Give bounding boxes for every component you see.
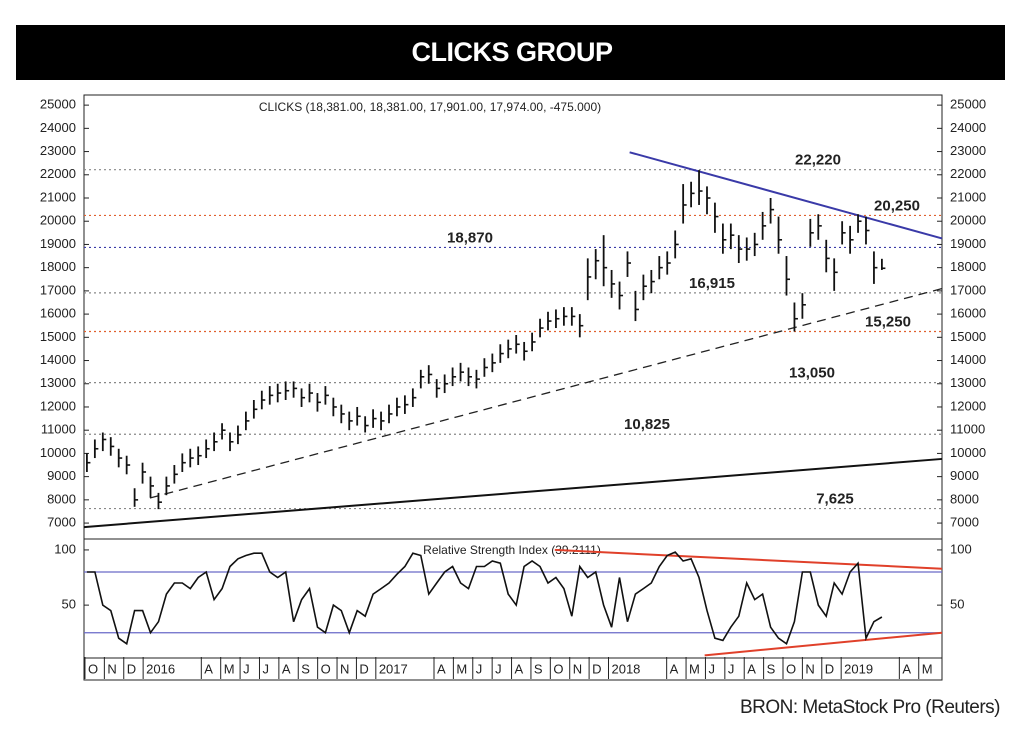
y2-tick-label: 15000 <box>950 329 986 344</box>
x-tick-label: A <box>902 661 911 676</box>
trend-line <box>83 457 943 529</box>
y-tick-label: 24000 <box>40 120 76 135</box>
x-tick-label: J <box>495 661 502 676</box>
x-tick-label: 2016 <box>146 661 175 676</box>
y-tick-label: 100 <box>54 541 76 556</box>
x-tick-label: A <box>282 661 291 676</box>
y-tick-label: 11000 <box>41 422 76 437</box>
level-label: 7,625 <box>816 491 854 508</box>
y2-tick-label: 50 <box>950 597 964 612</box>
y-tick-label: 12000 <box>40 398 76 413</box>
y2-tick-label: 20000 <box>950 213 986 228</box>
y2-tick-label: 13000 <box>950 375 986 390</box>
x-tick-label: M <box>456 661 467 676</box>
y-tick-label: 16000 <box>40 306 76 321</box>
y2-tick-label: 18000 <box>950 259 986 274</box>
y2-tick-label: 14000 <box>950 352 986 367</box>
chart-title: CLICKS GROUP <box>411 37 613 67</box>
x-tick-label: S <box>534 661 543 676</box>
y-tick-label: 20000 <box>40 213 76 228</box>
x-tick-label: O <box>321 661 331 676</box>
x-tick-label: A <box>437 661 446 676</box>
x-tick-label: O <box>88 661 98 676</box>
level-label: 15,250 <box>865 313 911 330</box>
y-tick-label: 9000 <box>47 468 76 483</box>
source-note: BRON: MetaStock Pro (Reuters) <box>740 697 1000 718</box>
x-tick-label: M <box>224 661 235 676</box>
y-tick-label: 13000 <box>40 375 76 390</box>
y2-tick-label: 23000 <box>950 143 986 158</box>
y-tick-label: 25000 <box>40 97 76 112</box>
x-tick-label: S <box>301 661 310 676</box>
y2-tick-label: 100 <box>950 541 972 556</box>
y2-tick-label: 12000 <box>950 398 986 413</box>
x-tick-label: A <box>670 661 679 676</box>
x-tick-label: A <box>515 661 524 676</box>
y2-tick-label: 8000 <box>950 491 979 506</box>
x-tick-label: M <box>689 661 700 676</box>
x-tick-label: D <box>127 661 136 676</box>
x-tick-label: N <box>107 661 116 676</box>
trend-line <box>554 548 943 570</box>
trend-line <box>629 151 943 240</box>
x-tick-label: A <box>747 661 756 676</box>
x-tick-label: D <box>825 661 834 676</box>
trend-line <box>704 631 943 657</box>
x-tick-label: J <box>262 661 269 676</box>
x-tick-label: D <box>592 661 601 676</box>
y-tick-label: 18000 <box>40 259 76 274</box>
x-tick-label: N <box>805 661 814 676</box>
x-tick-label: N <box>573 661 582 676</box>
y-tick-label: 23000 <box>40 143 76 158</box>
y2-tick-label: 11000 <box>950 422 985 437</box>
x-tick-label: 2017 <box>379 661 408 676</box>
y2-tick-label: 17000 <box>950 282 986 297</box>
y2-tick-label: 25000 <box>950 97 986 112</box>
y-tick-label: 17000 <box>40 282 76 297</box>
y-tick-label: 14000 <box>40 352 76 367</box>
y2-tick-label: 16000 <box>950 306 986 321</box>
y2-tick-label: 19000 <box>950 236 986 251</box>
y-tick-label: 19000 <box>40 236 76 251</box>
x-tick-label: M <box>922 661 933 676</box>
x-tick-label: O <box>553 661 563 676</box>
level-label: 10,825 <box>624 416 670 433</box>
level-label: 18,870 <box>447 229 493 246</box>
x-tick-label: J <box>243 661 250 676</box>
y2-tick-label: 7000 <box>950 515 979 530</box>
rsi-line <box>86 551 883 646</box>
x-tick-label: J <box>708 661 715 676</box>
y2-tick-label: 9000 <box>950 468 979 483</box>
y-tick-label: 7000 <box>47 515 76 530</box>
x-tick-label: O <box>786 661 796 676</box>
price-legend: CLICKS (18,381.00, 18,381.00, 17,901.00,… <box>259 100 601 114</box>
y-tick-label: 22000 <box>40 166 76 181</box>
level-label: 13,050 <box>789 365 835 382</box>
x-tick-label: A <box>204 661 213 676</box>
y-tick-label: 8000 <box>47 491 76 506</box>
x-tick-label: 2019 <box>844 661 873 676</box>
y-tick-label: 10000 <box>40 445 76 460</box>
rsi-legend: Relative Strength Index (39.2111) <box>423 543 601 557</box>
level-label: 22,220 <box>795 152 841 169</box>
x-tick-label: J <box>728 661 735 676</box>
y-tick-label: 15000 <box>40 329 76 344</box>
title-banner <box>16 25 1005 80</box>
level-label: 16,915 <box>689 275 735 292</box>
y2-tick-label: 24000 <box>950 120 986 135</box>
level-label: 20,250 <box>874 197 920 214</box>
x-tick-label: J <box>476 661 483 676</box>
x-tick-label: D <box>359 661 368 676</box>
y2-tick-label: 10000 <box>950 445 986 460</box>
plot-frame <box>83 94 943 681</box>
x-tick-label: N <box>340 661 349 676</box>
y-tick-label: 21000 <box>40 189 76 204</box>
x-tick-label: S <box>767 661 776 676</box>
y2-tick-label: 21000 <box>950 189 986 204</box>
y-tick-label: 50 <box>62 597 76 612</box>
trend-line <box>149 287 943 499</box>
x-tick-label: 2018 <box>611 661 640 676</box>
y2-tick-label: 22000 <box>950 166 986 181</box>
